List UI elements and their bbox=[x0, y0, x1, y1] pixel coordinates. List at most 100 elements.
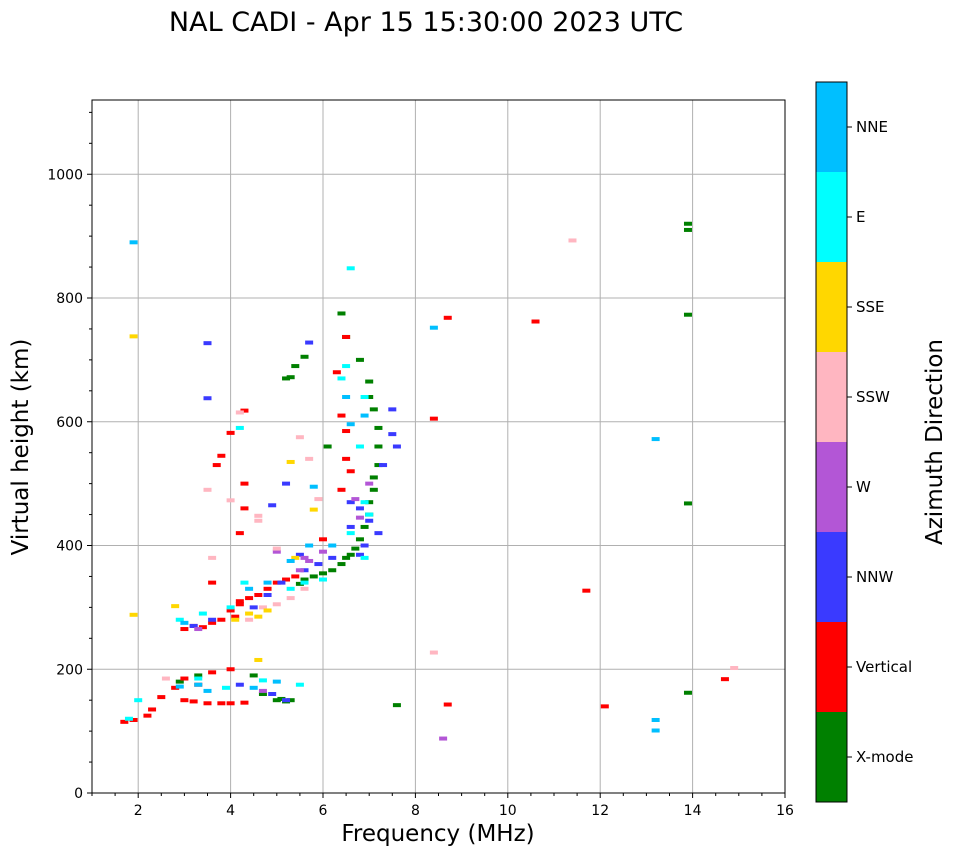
colorbar-segment bbox=[816, 262, 847, 352]
data-point bbox=[314, 562, 323, 567]
data-point bbox=[337, 413, 346, 418]
data-point bbox=[319, 577, 327, 582]
data-point bbox=[134, 698, 143, 703]
data-point bbox=[328, 543, 337, 548]
data-point bbox=[351, 497, 360, 502]
data-point bbox=[240, 700, 249, 705]
plot-frame bbox=[91, 99, 786, 794]
y-tick-label: 600 bbox=[56, 415, 83, 431]
data-point bbox=[355, 552, 364, 557]
data-point bbox=[305, 558, 314, 563]
data-point bbox=[258, 605, 267, 610]
data-point bbox=[355, 357, 364, 362]
data-point bbox=[231, 617, 240, 622]
colorbar-segment bbox=[816, 622, 847, 712]
data-point bbox=[337, 562, 346, 567]
data-point bbox=[254, 513, 263, 518]
data-point bbox=[129, 334, 138, 339]
data-point bbox=[226, 498, 235, 503]
x-axis-ticks: 2 4 6 8 10 12 14 16 bbox=[91, 793, 794, 819]
data-point bbox=[374, 463, 383, 468]
data-point bbox=[175, 679, 184, 684]
data-point bbox=[295, 581, 304, 586]
data-point bbox=[194, 682, 203, 687]
data-point bbox=[240, 481, 249, 486]
data-point bbox=[208, 670, 217, 675]
series-x-mode bbox=[175, 221, 692, 708]
data-point bbox=[342, 364, 351, 369]
data-point bbox=[286, 459, 295, 464]
data-point bbox=[328, 555, 337, 560]
data-point bbox=[272, 580, 281, 585]
data-point bbox=[221, 685, 230, 690]
data-point bbox=[337, 311, 346, 316]
series-e bbox=[124, 266, 374, 721]
colorbar-tick-label: X-mode bbox=[856, 748, 913, 766]
data-point bbox=[730, 666, 739, 671]
data-point bbox=[300, 568, 309, 573]
y-tick-label: 400 bbox=[56, 539, 83, 555]
data-point bbox=[314, 497, 323, 502]
data-point bbox=[161, 676, 170, 681]
data-point bbox=[245, 611, 254, 616]
data-point bbox=[531, 319, 540, 324]
data-point bbox=[226, 430, 235, 435]
grid-lines bbox=[92, 100, 786, 794]
y-tick-label: 1000 bbox=[47, 167, 83, 183]
data-point bbox=[295, 552, 304, 557]
colorbar-label: Azimuth Direction bbox=[922, 339, 948, 545]
series-sse bbox=[129, 334, 318, 662]
x-tick-label: 8 bbox=[411, 803, 420, 819]
data-point bbox=[268, 692, 277, 696]
data-point bbox=[157, 695, 166, 700]
data-point bbox=[175, 617, 184, 622]
data-point bbox=[360, 500, 369, 505]
data-point bbox=[342, 429, 351, 434]
x-tick-label: 6 bbox=[319, 803, 328, 819]
data-point bbox=[208, 620, 217, 625]
data-point bbox=[439, 736, 448, 741]
data-point bbox=[429, 416, 438, 421]
data-point bbox=[309, 507, 318, 512]
data-point bbox=[369, 407, 378, 412]
data-point bbox=[346, 531, 355, 536]
data-point bbox=[379, 463, 388, 468]
data-point bbox=[208, 555, 217, 560]
data-point bbox=[369, 475, 378, 480]
data-point bbox=[226, 605, 235, 610]
data-point bbox=[342, 334, 351, 339]
data-point bbox=[291, 574, 300, 579]
data-point bbox=[300, 555, 309, 560]
data-point bbox=[129, 612, 138, 617]
data-point bbox=[245, 617, 254, 622]
data-point bbox=[240, 580, 249, 585]
data-point bbox=[203, 688, 212, 693]
data-point bbox=[309, 484, 318, 489]
data-point bbox=[365, 512, 374, 517]
data-point bbox=[309, 574, 318, 579]
data-point bbox=[374, 531, 383, 536]
data-point bbox=[360, 524, 369, 529]
data-point bbox=[337, 487, 346, 492]
colorbar-tick-label: Vertical bbox=[856, 658, 912, 676]
data-point bbox=[365, 395, 374, 399]
data-point bbox=[346, 524, 355, 529]
colorbar-tick-label: E bbox=[856, 208, 865, 226]
data-point bbox=[392, 703, 401, 708]
x-tick-label: 14 bbox=[684, 803, 702, 819]
colorbar-tick-label: SSE bbox=[856, 298, 885, 316]
data-point bbox=[332, 370, 341, 375]
data-point bbox=[374, 444, 383, 449]
data-point bbox=[365, 500, 374, 505]
data-point bbox=[346, 266, 355, 271]
data-point bbox=[346, 469, 355, 474]
data-point bbox=[272, 549, 281, 554]
data-point bbox=[286, 375, 295, 380]
data-point bbox=[226, 701, 235, 706]
data-point bbox=[194, 673, 203, 678]
data-point bbox=[582, 588, 591, 593]
x-tick-label: 16 bbox=[776, 803, 794, 819]
data-point bbox=[180, 620, 189, 625]
data-point bbox=[365, 518, 374, 523]
y-axis-label: Virtual height (km) bbox=[8, 339, 34, 556]
